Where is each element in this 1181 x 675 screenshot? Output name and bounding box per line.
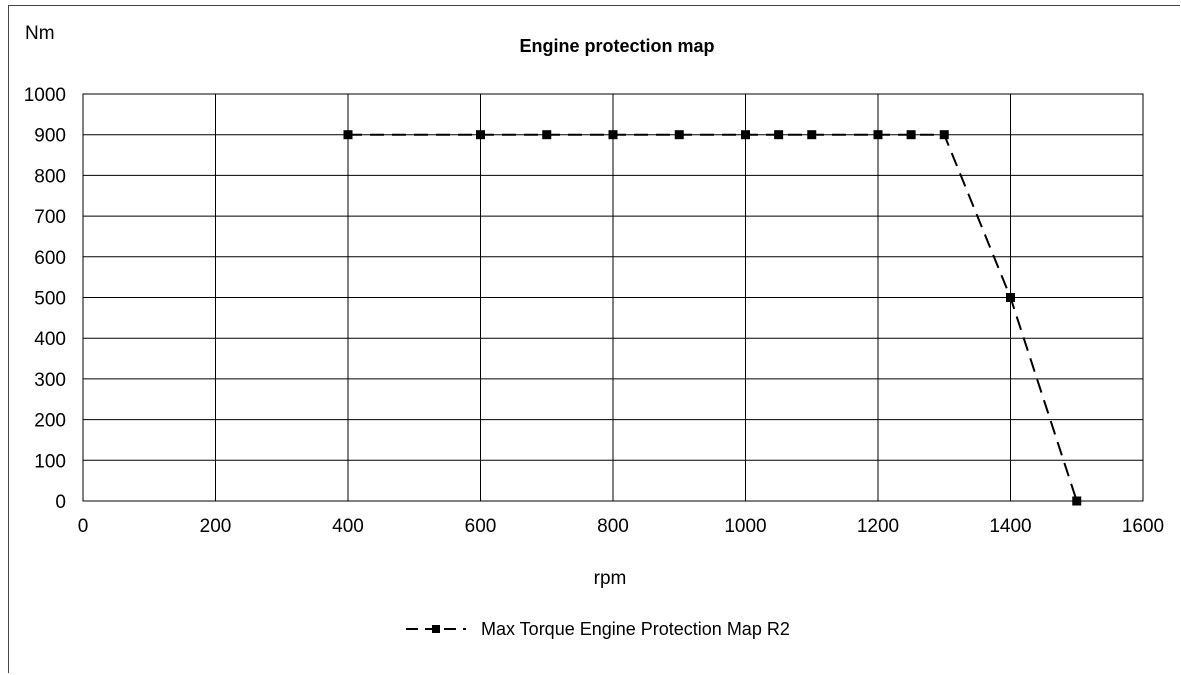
x-tick-label: 400	[332, 516, 364, 537]
y-tick-label: 100	[34, 451, 66, 472]
y-tick-label: 200	[34, 411, 66, 432]
legend-label: Max Torque Engine Protection Map R2	[481, 619, 790, 639]
data-point-marker	[343, 130, 353, 140]
x-tick-label: 1400	[989, 516, 1031, 537]
data-point-marker	[1072, 496, 1082, 506]
x-tick-label: 200	[200, 516, 232, 537]
legend: Max Torque Engine Protection Map R2	[406, 619, 790, 639]
data-point-marker	[608, 130, 618, 140]
x-tick-label: 0	[78, 516, 89, 537]
data-point-marker	[906, 130, 916, 140]
x-tick-label: 1200	[857, 516, 899, 537]
y-tick-label: 0	[55, 492, 66, 513]
y-tick-label: 600	[34, 248, 66, 269]
x-tick-label: 600	[465, 516, 497, 537]
y-axis-label: Nm	[25, 23, 55, 44]
y-tick-label: 500	[34, 289, 66, 310]
y-tick-label: 300	[34, 370, 66, 391]
x-tick-labels: 0 200 400 600 800 1000 1200 1400 1600	[78, 516, 1164, 537]
x-tick-label: 1000	[724, 516, 766, 537]
data-point-marker	[542, 130, 552, 140]
series-line	[348, 133, 1078, 502]
data-point-marker	[1006, 293, 1015, 302]
y-tick-label: 1000	[24, 85, 66, 106]
y-tick-label: 800	[34, 166, 66, 187]
grid-lines	[82, 93, 1144, 502]
x-axis-label: rpm	[594, 568, 627, 589]
data-point-marker	[774, 130, 784, 140]
y-tick-label: 700	[34, 207, 66, 228]
plot-area-border	[82, 93, 1144, 502]
x-tick-label: 1600	[1122, 516, 1164, 537]
chart-frame	[8, 5, 1180, 673]
y-tick-labels: 0 100 200 300 400 500 600 700 800 900 1000	[24, 85, 66, 513]
data-point-marker	[939, 130, 949, 140]
y-tick-label: 400	[34, 329, 66, 350]
data-point-marker	[807, 130, 817, 140]
data-point-marker	[873, 130, 883, 140]
chart-title: Engine protection map	[519, 36, 714, 56]
data-point-marker	[476, 130, 485, 140]
data-point-marker	[674, 130, 684, 140]
x-tick-label: 800	[597, 516, 629, 537]
y-tick-label: 900	[34, 126, 66, 147]
legend-marker-swatch	[432, 625, 440, 633]
data-point-marker	[741, 130, 750, 140]
series-layer	[343, 130, 1082, 506]
